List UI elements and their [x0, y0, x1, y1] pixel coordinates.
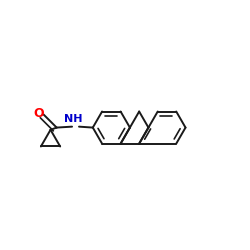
Text: NH: NH [64, 114, 82, 124]
Text: O: O [33, 107, 44, 120]
